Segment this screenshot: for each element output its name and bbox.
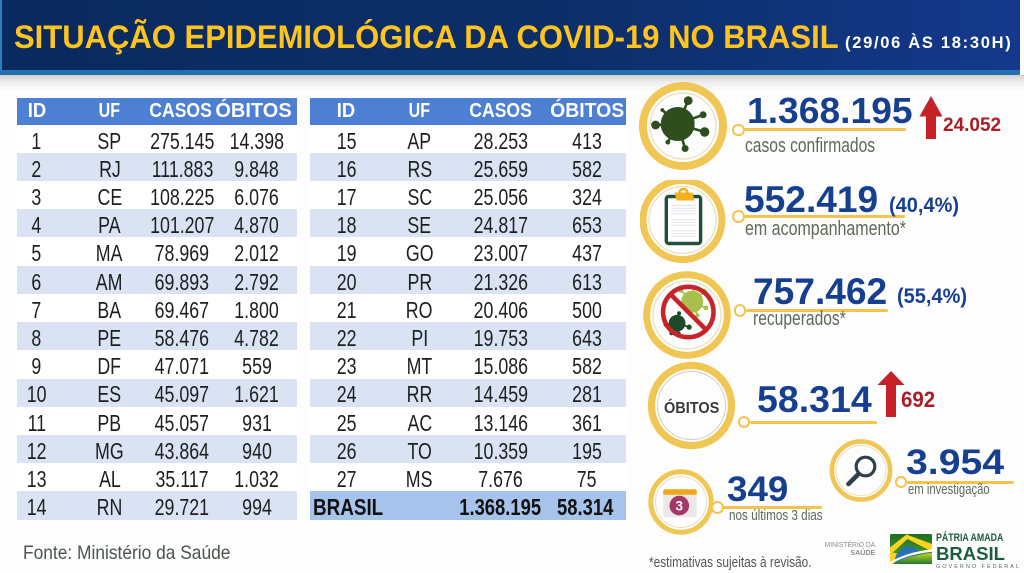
svg-text:3: 3	[676, 499, 684, 514]
